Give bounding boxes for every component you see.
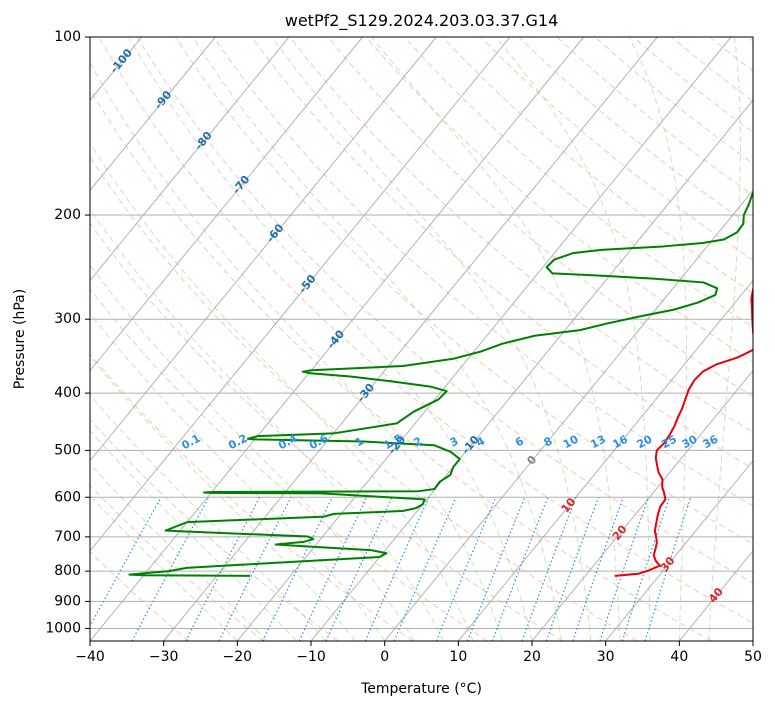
mixing-ratio-label: 10 [561,432,581,451]
x-tick-label: 20 [523,649,541,665]
isotherm-line [236,37,732,641]
dry-adiabat-line [136,37,753,584]
mixing-ratio-line [572,497,624,641]
mixing-ratio-line [131,496,210,641]
moist-adiabat-line [708,37,741,641]
moist-adiabat-line [271,37,592,641]
y-tick-label: 1000 [45,620,81,636]
chart-title: wetPf2_S129.2024.203.03.37.G14 [285,11,559,31]
mixing-ratio-line [466,497,526,641]
x-tick-label: 50 [744,649,762,665]
moist-adiabat-line [90,355,356,641]
mixing-ratio-label: 25 [659,433,679,452]
dry-adiabat-line [480,37,753,261]
x-tick-label: 10 [449,649,467,665]
moist-adiabat-line [128,37,533,641]
moist-adiabat-line [371,37,621,641]
dry-adiabat-line [175,37,753,545]
isotherm-line [90,37,511,552]
y-tick-label: 700 [54,529,81,545]
y-tick-label: 900 [54,593,81,609]
mixing-ratio-label: 13 [588,433,608,452]
moist-adiabat-line [192,37,562,641]
y-tick-label: 600 [54,489,81,505]
moist-adiabat-line [90,264,415,641]
dry-adiabat-line [518,37,753,228]
moist-adiabat-line [90,208,445,641]
isotherm-line [384,189,753,641]
mixing-ratio-line [185,496,261,641]
mixing-ratio-line [599,497,650,641]
dry-adiabat-line [90,156,638,641]
isotherm-line [90,37,437,462]
x-tick-label: −40 [75,649,105,665]
isotherm-line [457,279,753,641]
mixing-ratio-label: 16 [610,432,630,451]
y-tick-label: 200 [54,207,81,223]
mixing-ratio-line [521,497,577,641]
isotherm-line [90,37,216,192]
mixing-ratio-line [90,496,162,628]
moist-adiabat-line [90,312,386,641]
isotherm-line [163,37,658,641]
mixing-ratio-line [218,496,292,641]
isotherm-line [531,369,753,641]
x-axis-label: Temperature (°C) [360,681,482,697]
x-tick-label: 0 [380,649,389,665]
x-tick-label: 30 [597,649,615,665]
mixing-ratio-line [298,496,368,641]
isotherm-line [605,459,753,641]
y-tick-label: 500 [54,442,81,458]
axes-frame [89,36,754,642]
moist-adiabat-line [90,142,474,641]
y-tick-label: 100 [54,29,81,45]
x-tick-label: −10 [296,649,326,665]
mixing-ratio-line [262,496,333,641]
dry-adiabat-line [251,37,753,470]
y-tick-label: 400 [54,385,81,401]
moist-adiabat-line [90,61,504,641]
plot-area [90,37,753,641]
mixing-ratio-line [435,497,497,641]
dewpoint-profile-line [128,191,753,577]
mixing-ratio-line [621,497,671,641]
dry-adiabat-line [556,37,753,196]
x-tick-label: 40 [670,649,688,665]
moist-adiabat-line [495,37,651,641]
moist-adiabat-line [90,494,238,641]
isotherm-line [90,37,364,372]
dry-adiabat-line [213,37,753,507]
isotherm-line [90,37,585,641]
mixing-ratio-line [644,497,692,641]
dry-adiabat-line [90,88,712,641]
dry-adiabat-line [90,484,264,641]
mixing-ratio-label: 20 [635,432,655,451]
mixing-ratio-line [491,497,549,641]
dry-adiabat-line [98,37,753,624]
isotherm-line [310,99,753,641]
dry-adiabat-line [327,37,753,398]
dry-adiabat-line [365,37,753,363]
y-axis-label: Pressure (hPa) [12,289,28,389]
x-tick-label: −20 [223,649,253,665]
dry-adiabat-line [90,418,339,641]
dry-adiabat-line [90,288,488,641]
dry-adiabat-line [90,222,563,641]
temperature-profile-line [614,286,753,577]
y-tick-label: 300 [54,311,81,327]
mixing-ratio-label: 36 [701,432,721,451]
mixing-ratio-label-group: 0.1 0.2 0.4 0.6 1 1.5 2 3 4 6 8 10 13 16 20 25 30 36 [179,432,720,453]
y-tick-label: 800 [54,563,81,579]
mixing-ratio-label: 30 [680,432,700,451]
isotherm-line [90,37,290,282]
x-tick-label: −30 [149,649,179,665]
mixing-ratio-line [545,497,600,641]
